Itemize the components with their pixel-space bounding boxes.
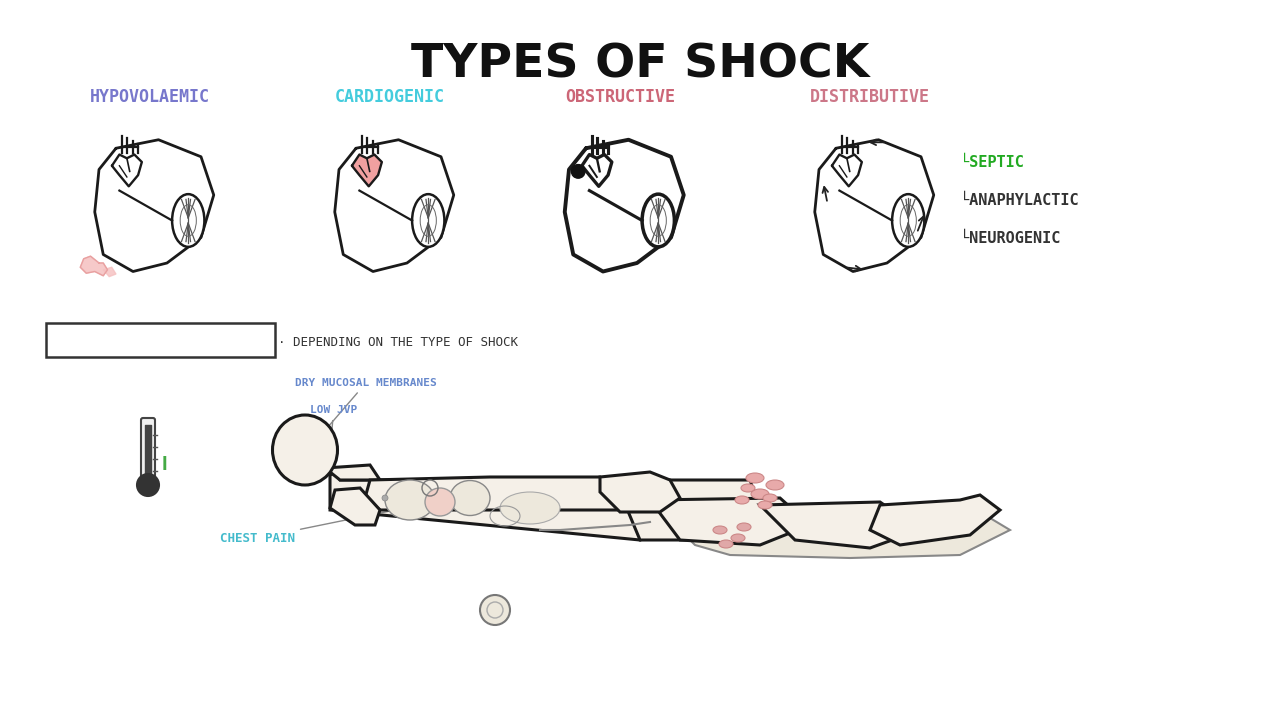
Polygon shape xyxy=(330,488,380,525)
Text: LOW JVP: LOW JVP xyxy=(310,405,357,450)
Ellipse shape xyxy=(737,523,751,531)
Ellipse shape xyxy=(713,526,727,534)
Ellipse shape xyxy=(425,488,454,516)
Ellipse shape xyxy=(412,194,444,247)
Text: HYPOVOLAEMIC: HYPOVOLAEMIC xyxy=(90,88,210,106)
Ellipse shape xyxy=(746,473,764,483)
Text: OBSTRUCTIVE: OBSTRUCTIVE xyxy=(564,88,675,106)
Polygon shape xyxy=(111,155,142,186)
Text: CARDIOGENIC: CARDIOGENIC xyxy=(335,88,445,106)
Polygon shape xyxy=(669,512,1010,558)
Polygon shape xyxy=(325,465,380,480)
Polygon shape xyxy=(81,256,108,276)
Circle shape xyxy=(381,495,388,501)
Ellipse shape xyxy=(751,489,769,499)
Text: DRY MUCOSAL MEMBRANES: DRY MUCOSAL MEMBRANES xyxy=(294,378,436,440)
Ellipse shape xyxy=(758,501,772,509)
Ellipse shape xyxy=(273,415,338,485)
Ellipse shape xyxy=(731,534,745,542)
Circle shape xyxy=(571,165,585,178)
Ellipse shape xyxy=(763,494,777,502)
Text: └ANAPHYLACTIC: └ANAPHYLACTIC xyxy=(960,193,1079,208)
Ellipse shape xyxy=(284,453,296,471)
FancyBboxPatch shape xyxy=(141,418,155,487)
Polygon shape xyxy=(870,495,1000,545)
Ellipse shape xyxy=(892,194,924,247)
Text: └NEUROGENIC: └NEUROGENIC xyxy=(960,231,1060,246)
FancyBboxPatch shape xyxy=(46,323,275,357)
Text: CHEST PAIN: CHEST PAIN xyxy=(220,510,392,544)
Ellipse shape xyxy=(451,480,490,516)
Polygon shape xyxy=(650,498,810,545)
Polygon shape xyxy=(317,465,340,475)
Text: l: l xyxy=(163,456,168,474)
Ellipse shape xyxy=(385,480,435,520)
Text: · DEPENDING ON THE TYPE OF SHOCK: · DEPENDING ON THE TYPE OF SHOCK xyxy=(278,336,518,348)
Ellipse shape xyxy=(172,194,205,247)
Polygon shape xyxy=(600,472,680,512)
Text: └SEPTIC: └SEPTIC xyxy=(960,155,1024,170)
Polygon shape xyxy=(832,155,861,186)
Text: DISTRIBUTIVE: DISTRIBUTIVE xyxy=(810,88,931,106)
Polygon shape xyxy=(104,267,116,276)
Ellipse shape xyxy=(500,492,561,524)
Polygon shape xyxy=(330,465,650,540)
Circle shape xyxy=(480,595,509,625)
Polygon shape xyxy=(760,502,920,548)
Ellipse shape xyxy=(735,496,749,504)
Polygon shape xyxy=(582,155,612,186)
Text: CLINICAL MANIFESTATIONS: CLINICAL MANIFESTATIONS xyxy=(64,335,256,349)
Polygon shape xyxy=(352,155,381,186)
Ellipse shape xyxy=(765,480,783,490)
Ellipse shape xyxy=(741,484,755,492)
Circle shape xyxy=(137,474,159,496)
Ellipse shape xyxy=(719,540,733,548)
Polygon shape xyxy=(365,477,620,510)
Polygon shape xyxy=(614,480,760,540)
Ellipse shape xyxy=(643,194,675,247)
Text: TYPES OF SHOCK: TYPES OF SHOCK xyxy=(411,42,869,87)
